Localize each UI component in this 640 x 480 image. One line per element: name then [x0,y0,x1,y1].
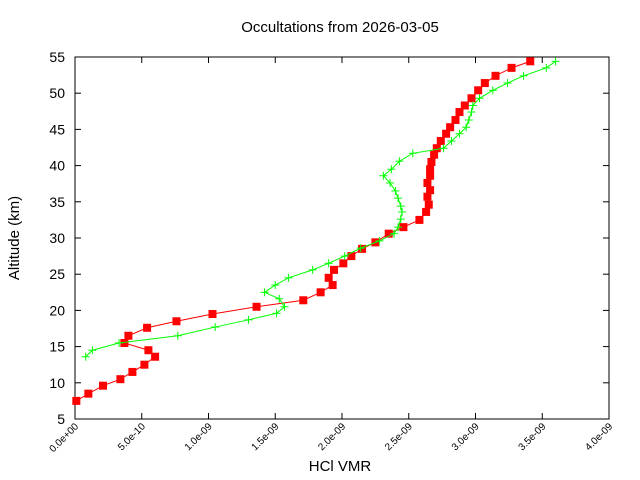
x-tick-label: 2.0e-09 [316,421,348,453]
x-tick-label: 4.0e-09 [583,421,615,453]
y-axis-label: Altitude (km) [6,196,23,280]
y-tick-label: 20 [49,302,65,318]
y-tick-label: 30 [49,230,65,246]
plot-frame [74,56,610,420]
series-green-crosses [81,57,560,361]
x-axis-label: HCl VMR [309,458,372,475]
y-axis: 5 10 15 20 25 30 35 40 45 50 55 [49,49,609,427]
x-tick-label: 2.5e-09 [383,421,415,453]
y-tick-label: 15 [49,339,65,355]
y-tick-label: 5 [57,411,65,427]
x-axis: 0.0e+00 5.0e-10 1.0e-09 1.5e-09 2.0e-09 2.5e-… [48,57,615,455]
x-tick-label: 1.0e-09 [183,421,215,453]
x-tick-label: 1.5e-09 [250,421,282,453]
y-tick-label: 45 [49,121,65,137]
series-red-squares [72,57,535,405]
y-tick-label: 35 [49,194,65,210]
y-tick-label: 55 [49,49,65,65]
y-tick-label: 10 [49,375,65,391]
x-tick-label: 3.0e-09 [450,421,482,453]
plot-series [72,57,560,405]
y-tick-label: 25 [49,266,65,282]
y-tick-label: 50 [49,85,65,101]
y-tick-label: 40 [49,158,65,174]
x-tick-label: 3.5e-09 [517,421,549,453]
chart-title: Occultations from 2026-03-05 [241,19,439,36]
x-tick-label: 5.0e-10 [116,421,148,453]
